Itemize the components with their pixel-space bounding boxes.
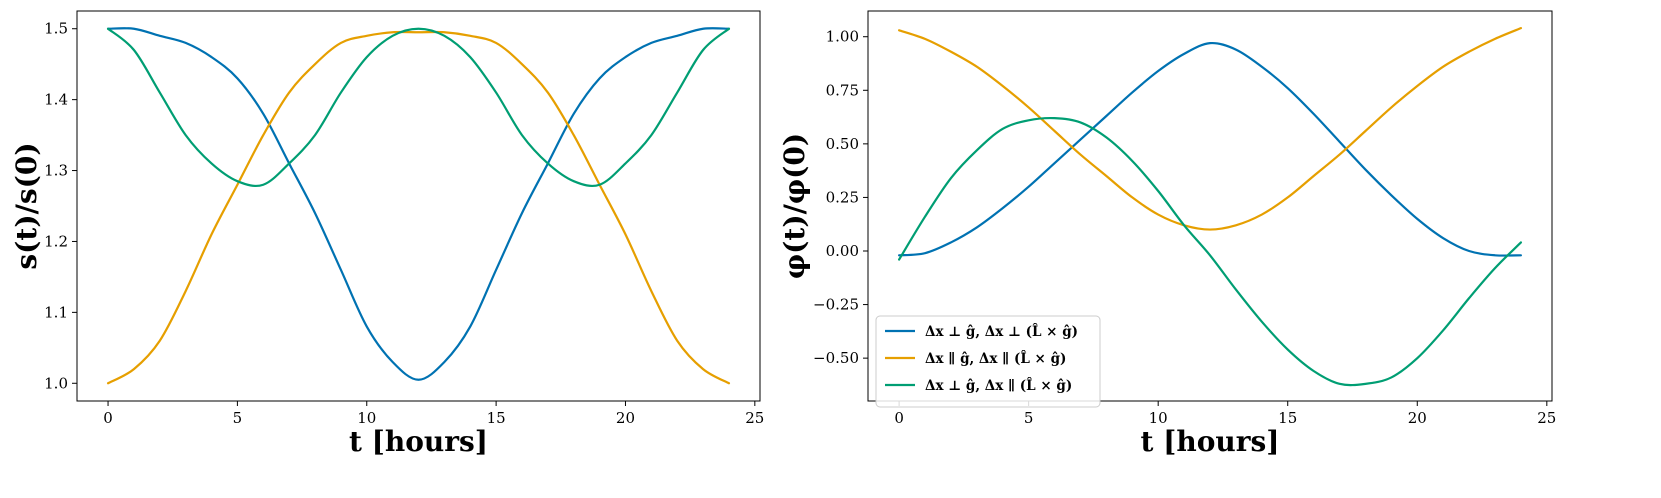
left-series-line-3: [106, 27, 731, 188]
legend-box: [875, 315, 1101, 408]
right-series-line-1: [897, 41, 1523, 257]
left-series-line-1: [106, 27, 731, 381]
right-x-tick-label: 25: [1537, 409, 1556, 427]
left-x-tick-label: 20: [616, 409, 635, 427]
left-series-line-2: [106, 30, 731, 385]
left-x-tick-label: 10: [357, 409, 376, 427]
right-x-tick-label: 0: [894, 409, 904, 427]
left-y-tick-label: 1.5: [44, 20, 68, 38]
right-y-tick-label: 0.75: [826, 81, 859, 99]
left-x-tick-label: 0: [103, 409, 113, 427]
left-x-axis-label: t [hours]: [349, 425, 488, 458]
right-x-tick-label: 15: [1278, 409, 1297, 427]
left-y-tick-label: 1.1: [44, 303, 68, 321]
right-panel: 0 5 10 15 20 25 −0.50 −0.25 0.00 0.25 0.50 0.75 1.00…: [778, 10, 1556, 458]
legend-label: Δx ⊥ ĝ, Δx ∥ (L̂ × ĝ): [925, 378, 1072, 394]
left-x-tick-label: 15: [487, 409, 506, 427]
right-x-axis-label: t [hours]: [1140, 425, 1279, 458]
right-series-line-2: [897, 27, 1523, 231]
left-y-tick-label: 1.0: [44, 374, 68, 392]
right-x-tick-label: 20: [1408, 409, 1427, 427]
right-axes-frame: [867, 10, 1553, 402]
legend-label: Δx ∥ ĝ, Δx ∥ (L̂ × ĝ): [925, 351, 1066, 367]
right-y-tick-label: −0.50: [813, 349, 859, 367]
right-y-axis-label: φ(t)/φ(0): [778, 133, 811, 279]
right-y-tick-label: 0.00: [826, 242, 859, 260]
left-x-tick-label: 25: [745, 409, 764, 427]
left-y-tick-label: 1.4: [44, 91, 68, 109]
left-axes-frame: [76, 10, 761, 402]
right-x-tick-label: 10: [1149, 409, 1168, 427]
left-y-tick-label: 1.3: [44, 162, 68, 180]
right-series-line-3: [897, 116, 1523, 387]
left-y-axis-label: s(t)/s(0): [10, 142, 43, 269]
right-y-tick-label: 0.25: [826, 188, 859, 206]
right-y-tick-label: 1.00: [826, 28, 859, 46]
left-series-group: [106, 27, 731, 385]
legend: Δx ⊥ ĝ, Δx ⊥ (L̂ × ĝ) Δx ∥ ĝ, Δx ∥ (L̂ × …: [875, 315, 1101, 408]
legend-label: Δx ⊥ ĝ, Δx ⊥ (L̂ × ĝ): [925, 324, 1078, 340]
right-y-tick-label: 0.50: [826, 135, 859, 153]
left-x-tick-label: 5: [233, 409, 243, 427]
left-y-tick-label: 1.2: [44, 232, 68, 250]
left-panel: 0 5 10 15 20 25 1.0 1.1 1.2 1.3 1.4 1.5 t [hours] s(t…: [10, 10, 764, 458]
right-y-tick-label: −0.25: [813, 296, 859, 314]
right-x-tick-label: 5: [1024, 409, 1034, 427]
right-series-group: [897, 27, 1523, 387]
